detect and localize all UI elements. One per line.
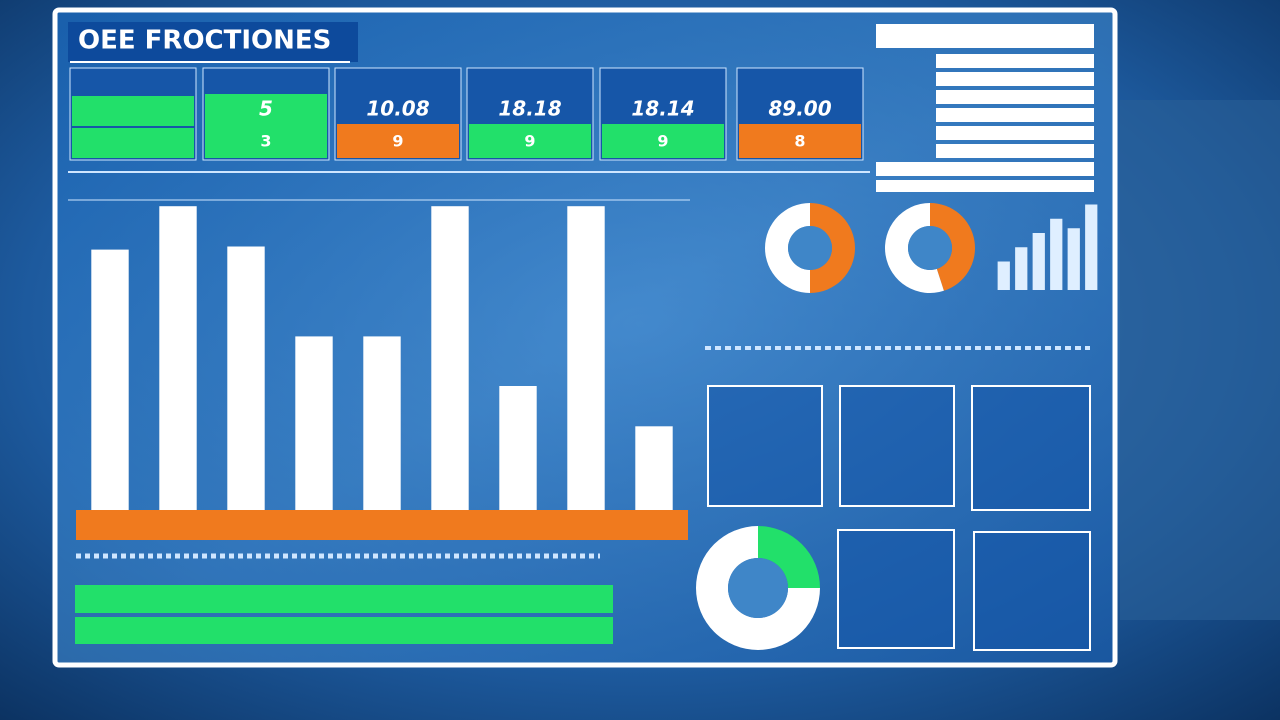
donut-slice — [930, 203, 975, 291]
mini-panel — [971, 385, 1091, 511]
kpi-value-box — [602, 94, 724, 124]
kpi-sub: 9 — [392, 132, 403, 151]
kpi-sub-box — [602, 124, 724, 158]
list-row — [936, 72, 1094, 86]
bar — [91, 249, 129, 510]
list-row — [936, 126, 1094, 140]
bar — [1032, 233, 1045, 290]
bar — [363, 336, 401, 510]
bar — [227, 246, 265, 510]
kpi-sub: 9 — [657, 132, 668, 151]
machine-blur — [1120, 100, 1280, 620]
donut-center — [728, 558, 788, 618]
bar — [1085, 204, 1098, 290]
kpi-value: 89.00 — [768, 97, 831, 121]
bar — [567, 206, 605, 510]
list-row — [876, 162, 1094, 176]
kpi-value: 18.18 — [498, 97, 561, 121]
bar — [295, 336, 333, 510]
title-box — [68, 22, 358, 62]
kpi-value: 10.08 — [366, 97, 429, 121]
mini-panel — [973, 531, 1091, 651]
donut-center — [788, 226, 832, 270]
kpi-fill — [72, 96, 194, 126]
kpi-sub: 3 — [260, 132, 271, 151]
kpi-value-box — [337, 94, 459, 124]
bar — [1050, 218, 1063, 290]
kpi-sub-box — [205, 124, 327, 158]
mini-panel — [837, 529, 955, 649]
kpi-sub-box — [469, 124, 591, 158]
bar — [997, 261, 1010, 290]
bar — [499, 386, 537, 510]
mini-panel — [839, 385, 955, 507]
list-row — [936, 144, 1094, 158]
category-band — [76, 510, 688, 540]
mini-panel — [707, 385, 823, 507]
list-row — [936, 54, 1094, 68]
donut-slice — [810, 203, 855, 293]
list-row — [876, 180, 1094, 192]
bar — [1015, 247, 1028, 290]
donut-slice — [885, 203, 944, 293]
kpi-sub-box — [337, 124, 459, 158]
kpi-sub: 8 — [794, 132, 805, 151]
progress-bar — [75, 585, 613, 613]
donut-slice — [765, 203, 810, 293]
kpi-value-box — [469, 94, 591, 124]
donut-slice — [758, 526, 820, 588]
kpi-value-box — [205, 94, 327, 124]
progress-bar — [75, 617, 613, 644]
kpi-sub-box — [739, 124, 861, 158]
bar — [159, 206, 197, 510]
list-row — [936, 90, 1094, 104]
list-panel — [876, 24, 1094, 192]
bar — [635, 426, 673, 510]
donut-center — [908, 226, 952, 270]
kpi-value-box — [739, 94, 861, 124]
kpi-value: 5 — [259, 97, 273, 121]
kpi-value: 18.14 — [631, 97, 694, 121]
list-row — [936, 108, 1094, 122]
donut-slice — [696, 526, 820, 650]
kpi-sub: 9 — [524, 132, 535, 151]
bar — [431, 206, 469, 510]
bar — [1067, 228, 1080, 290]
list-header — [876, 24, 1094, 48]
kpi-fill — [72, 128, 194, 158]
dashboard-title: OEE FROCTIONES — [78, 26, 331, 56]
